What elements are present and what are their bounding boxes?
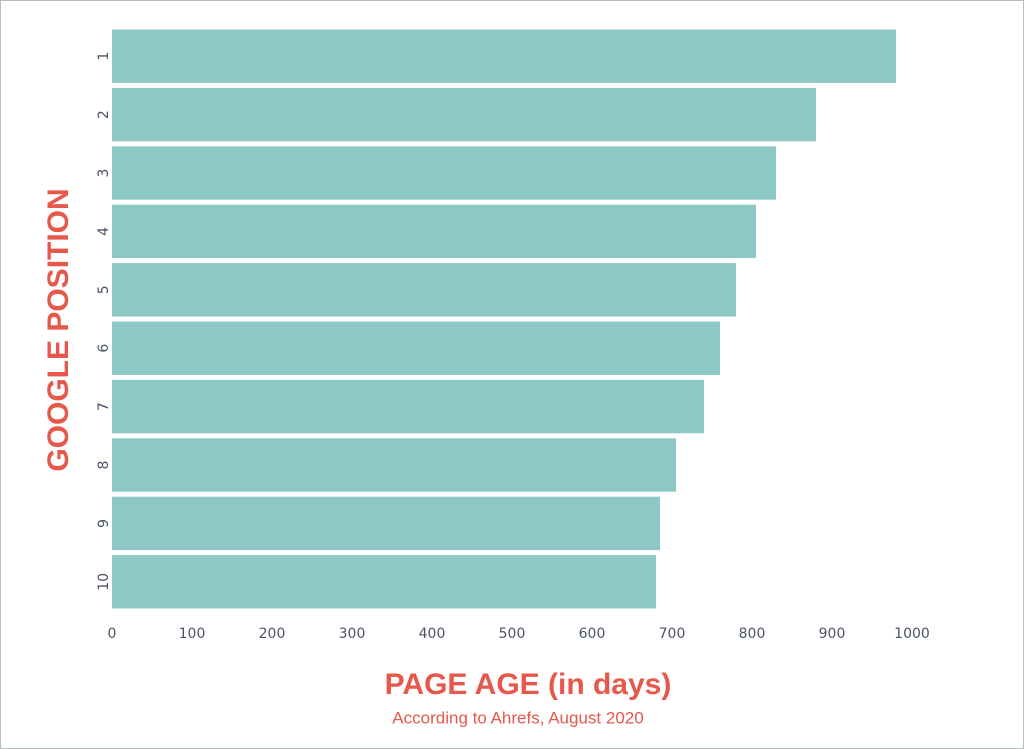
y-tick-label: 10 <box>96 573 112 591</box>
y-tick-label: 4 <box>96 227 112 236</box>
x-tick-label: 700 <box>659 626 686 642</box>
bar <box>112 146 776 200</box>
bar <box>112 555 656 609</box>
x-tick-label: 100 <box>179 626 206 642</box>
y-tick-label: 6 <box>96 344 112 353</box>
bar <box>112 29 896 83</box>
y-axis-title: GOOGLE POSITION <box>42 188 75 471</box>
bar <box>112 87 816 142</box>
bar <box>112 204 756 259</box>
y-tick-label: 5 <box>96 285 112 294</box>
bar <box>112 379 704 434</box>
y-tick-label: 8 <box>96 461 112 470</box>
y-tick-label: 1 <box>96 52 112 61</box>
x-tick-label: 900 <box>819 626 846 642</box>
y-tick-label: 7 <box>96 402 112 411</box>
subtitle: According to Ahrefs, August 2020 <box>392 708 643 727</box>
x-tick-label: 1000 <box>894 626 930 642</box>
x-tick-label: 400 <box>419 626 446 642</box>
x-tick-label: 600 <box>579 626 606 642</box>
x-axis-title: PAGE AGE (in days) <box>385 668 672 701</box>
bar <box>112 263 736 317</box>
y-tick-label: 3 <box>96 169 112 178</box>
x-tick-label: 200 <box>259 626 286 642</box>
y-tick-label: 9 <box>96 519 112 528</box>
bar <box>112 438 676 492</box>
bar <box>112 496 660 551</box>
bar <box>112 321 720 375</box>
x-tick-label: 800 <box>739 626 766 642</box>
x-tick-label: 500 <box>499 626 526 642</box>
x-tick-label: 0 <box>108 626 117 642</box>
x-tick-label: 300 <box>339 626 366 642</box>
y-tick-label: 2 <box>96 110 112 119</box>
